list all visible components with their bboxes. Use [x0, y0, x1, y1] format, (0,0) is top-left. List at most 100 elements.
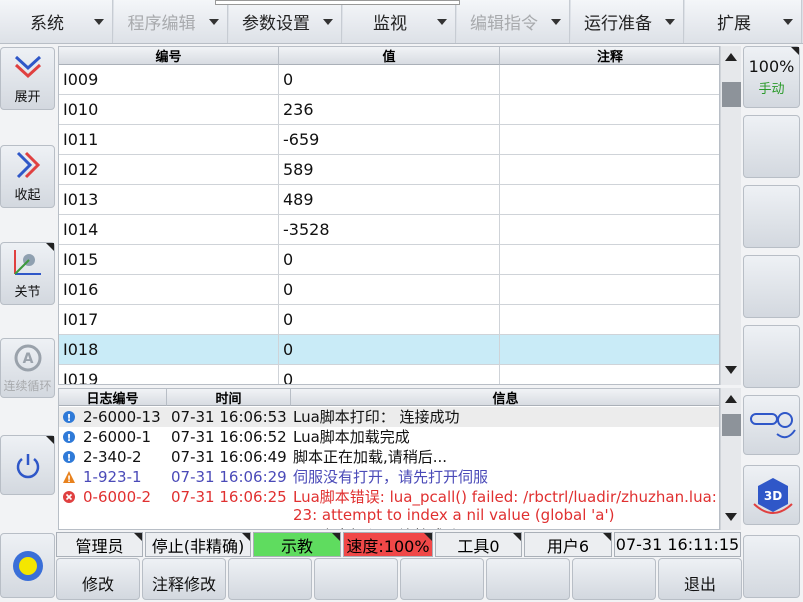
table-row[interactable]: I009 0 — [59, 65, 719, 95]
status-field[interactable]: 管理员 — [56, 532, 143, 557]
status-field[interactable]: 速度:100% — [343, 532, 433, 557]
collapse-button[interactable]: 收起 — [0, 145, 55, 208]
expand-button[interactable]: 展开 — [0, 47, 55, 110]
menu-item[interactable]: 运行准备 — [571, 0, 684, 43]
menu-item[interactable]: 编辑指令 — [457, 0, 570, 43]
bottom-button[interactable]: 修改 — [56, 558, 140, 600]
variable-id: I019 — [59, 365, 279, 384]
log-time: 07-31 16:06:25 — [171, 488, 287, 506]
log-row[interactable]: ! 2-6000-1 07-31 16:06:52 Lua脚本加载完成 — [59, 427, 719, 447]
log-id: 2-6000-13 — [83, 527, 167, 529]
speed-percent: 100% — [748, 57, 795, 76]
svg-text:A: A — [23, 351, 34, 367]
menu-item[interactable]: 扩展 — [685, 0, 802, 43]
log-row[interactable]: ! 2-6000-13 07-31 16:06:53 Lua脚本打印： 连接成功 — [59, 407, 719, 427]
menu-item[interactable]: 系统 — [0, 0, 113, 43]
expand-label: 展开 — [14, 90, 41, 105]
status-light-button[interactable] — [0, 533, 55, 598]
mode-label: 手动 — [758, 82, 785, 97]
svg-text:!: ! — [67, 453, 72, 464]
log-time: 07-31 16:06:52 — [171, 428, 287, 446]
status-field[interactable]: 工具0 — [435, 532, 522, 557]
table-row[interactable]: I015 0 — [59, 245, 719, 275]
bottom-button[interactable] — [572, 558, 656, 600]
bottom-bar: 修改 注释修改 退出 — [56, 558, 743, 600]
scroll-down — [725, 366, 737, 374]
button-label: 修改 — [81, 575, 114, 594]
power-button[interactable] — [0, 435, 55, 495]
joint-button[interactable]: 关节 — [0, 242, 55, 305]
right-button[interactable] — [743, 535, 800, 598]
log-level-icon: ! — [63, 431, 75, 444]
variable-value: 0 — [279, 275, 500, 305]
status-field[interactable]: 用户6 — [524, 532, 612, 557]
variable-value: 0 — [279, 65, 500, 95]
view-3d-button[interactable]: 3D — [743, 465, 800, 525]
log-level-icon: ! — [62, 529, 76, 530]
table-row[interactable]: I012 589 — [59, 155, 719, 185]
status-light — [13, 551, 43, 581]
table-row[interactable]: I013 489 — [59, 185, 719, 215]
log-message: Lua脚本错误: lua_pcall() failed: /rbctrl/lua… — [293, 488, 717, 524]
status-field[interactable]: 停止(非精确) — [145, 532, 251, 557]
svg-text:3D: 3D — [764, 489, 782, 503]
log-id: 2-340-2 — [83, 448, 142, 466]
log-id: 2-6000-13 — [83, 408, 161, 426]
table-row[interactable]: I011 -659 — [59, 125, 719, 155]
variable-id: I013 — [59, 185, 279, 215]
variable-id: I018 — [59, 335, 279, 365]
table-row[interactable]: I019 0 — [59, 365, 719, 384]
cycle-label: 连续循环 — [3, 379, 52, 393]
bottom-button[interactable] — [486, 558, 570, 600]
column-header: 时间 — [167, 389, 291, 407]
bottom-button[interactable]: 退出 — [658, 558, 742, 600]
log-time: 07-31 16:06:53 — [171, 408, 287, 426]
menu-item[interactable]: 程序编辑 — [114, 0, 228, 43]
column-header: 信息 — [291, 389, 719, 407]
speed-mode-button[interactable]: 100% 手动 — [743, 46, 800, 108]
bottom-button[interactable] — [400, 558, 484, 600]
right-button[interactable] — [743, 185, 800, 248]
scroll-thumb — [722, 82, 741, 107]
menu-item[interactable]: 参数设置 — [229, 0, 342, 43]
log-message: Lua脚本加载完成 — [293, 428, 410, 446]
log-scrollbar[interactable] — [720, 388, 741, 530]
cycle-icon: A — [14, 344, 42, 372]
bottom-button[interactable] — [314, 558, 398, 600]
variable-id: I015 — [59, 245, 279, 275]
bottom-button[interactable] — [228, 558, 312, 600]
log-message: 伺服没有打开，请先打开伺服 — [293, 468, 489, 486]
power-icon — [16, 454, 40, 479]
column-header: 注释 — [500, 47, 719, 65]
selected-row[interactable]: I018 0 — [59, 335, 719, 365]
table-row[interactable]: I014 -3528 — [59, 215, 719, 245]
status-field[interactable]: 07-31 16:11:15 — [614, 532, 741, 557]
scroll-thumb — [722, 414, 741, 436]
bottom-button[interactable]: 注释修改 — [142, 558, 226, 600]
variable-id: I012 — [59, 155, 279, 185]
robot-button[interactable] — [743, 395, 800, 455]
log-row[interactable]: ! 2-6000-13 07-31 16:06:11Lua脚本打印： 连接成功 — [59, 526, 719, 530]
table-row[interactable]: I016 0 — [59, 275, 719, 305]
right-button[interactable] — [743, 255, 800, 318]
variable-comment — [500, 185, 719, 215]
menu-item[interactable]: 监视 — [343, 0, 456, 43]
svg-text:!: ! — [67, 413, 72, 424]
table-row[interactable]: I017 0 — [59, 305, 719, 335]
log-id: 1-923-1 — [83, 468, 142, 486]
status-field[interactable]: 示教 — [253, 532, 341, 557]
variable-comment — [500, 365, 719, 384]
joint-label: 关节 — [14, 285, 41, 300]
cycle-button[interactable]: A 连续循环 — [0, 338, 55, 398]
view-3d-icon: 3D — [753, 478, 793, 514]
variable-id: I009 — [59, 65, 279, 95]
log-row[interactable]: 0-6000-2 07-31 16:06:25 Lua脚本错误: lua_pcall… — [59, 487, 719, 526]
right-button[interactable] — [743, 325, 800, 388]
table-scrollbar[interactable] — [720, 46, 741, 385]
right-button[interactable] — [743, 115, 800, 178]
log-row[interactable]: ! 2-340-2 07-31 16:06:49 脚本正在加载,请稍后... — [59, 447, 719, 467]
log-row[interactable]: ! 1-923-1 07-31 16:06:29 伺服没有打开，请先打开伺服 — [59, 467, 719, 487]
variable-comment — [500, 305, 719, 335]
table-row[interactable]: I010 236 — [59, 95, 719, 125]
